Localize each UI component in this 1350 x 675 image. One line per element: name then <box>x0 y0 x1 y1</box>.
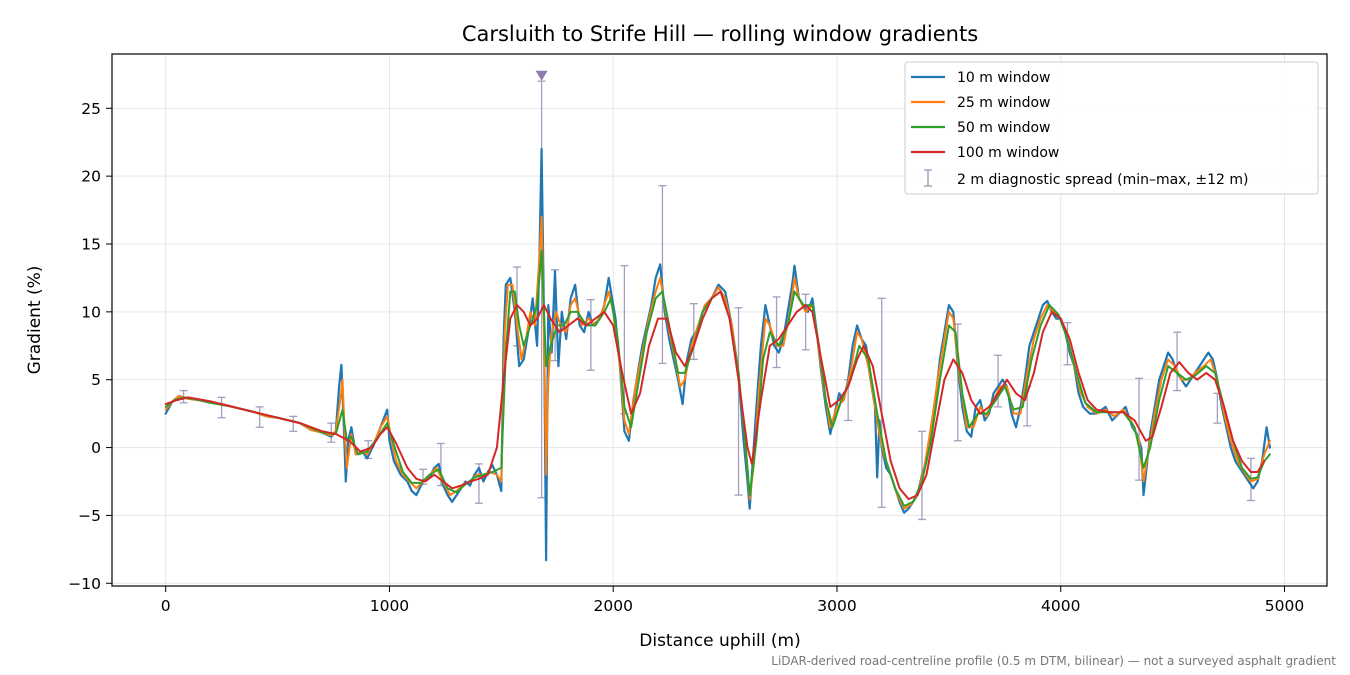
y-axis-label: Gradient (%) <box>25 266 45 375</box>
x-tick-label: 1000 <box>370 597 409 615</box>
off-scale-marker <box>535 70 548 81</box>
series-lines <box>164 147 1271 562</box>
y-tick-label: 20 <box>81 168 101 186</box>
plot-frame <box>111 53 1328 587</box>
legend-swatch-spread <box>924 169 932 187</box>
legend-label-25m: 25 m window <box>957 95 1050 111</box>
x-axis-label: Distance uphill (m) <box>639 631 800 651</box>
legend-label-10m: 10 m window <box>957 70 1050 86</box>
series-line-25m <box>164 215 1271 510</box>
spread-bar <box>1173 331 1182 392</box>
spread-bar <box>658 184 667 365</box>
legend-label-100m: 100 m window <box>957 145 1059 161</box>
y-axis-ticks: −10 −5 0 5 10 15 20 25 <box>68 100 112 593</box>
spread-bar <box>772 296 781 369</box>
legend-label-50m: 50 m window <box>957 120 1050 136</box>
y-tick-label: 0 <box>91 439 101 457</box>
off-scale-marker-layer <box>535 70 548 81</box>
spread-bar <box>734 307 743 496</box>
y-tick-label: −10 <box>68 575 101 593</box>
spread-bar <box>689 303 698 361</box>
x-tick-label: 0 <box>161 597 171 615</box>
series-line-10m <box>164 147 1271 562</box>
spread-bar <box>877 297 886 508</box>
spread-bar <box>586 298 595 371</box>
legend: 10 m window 25 m window 50 m window 100 … <box>904 61 1319 195</box>
spread-bar <box>801 293 810 351</box>
legend-box <box>904 61 1319 195</box>
x-tick-label: 2000 <box>593 597 632 615</box>
footnote: LiDAR-derived road-centreline profile (0… <box>771 654 1336 668</box>
legend-label-spread: 2 m diagnostic spread (min–max, ±12 m) <box>957 172 1248 188</box>
y-tick-label: 10 <box>81 303 101 321</box>
spread-bar <box>217 396 226 419</box>
x-tick-label: 5000 <box>1265 597 1304 615</box>
x-axis-ticks: 0 1000 2000 3000 4000 5000 <box>161 586 1304 615</box>
x-tick-label: 3000 <box>817 597 856 615</box>
spread-bar <box>255 406 264 428</box>
y-tick-label: 15 <box>81 236 101 254</box>
x-tick-label: 4000 <box>1041 597 1080 615</box>
chart-title: Carsluith to Strife Hill — rolling windo… <box>462 22 978 46</box>
spread-bar <box>289 415 298 432</box>
y-tick-label: 25 <box>81 100 101 118</box>
y-tick-label: −5 <box>78 507 101 525</box>
y-tick-label: 5 <box>91 371 101 389</box>
series-line-100m <box>164 290 1266 501</box>
